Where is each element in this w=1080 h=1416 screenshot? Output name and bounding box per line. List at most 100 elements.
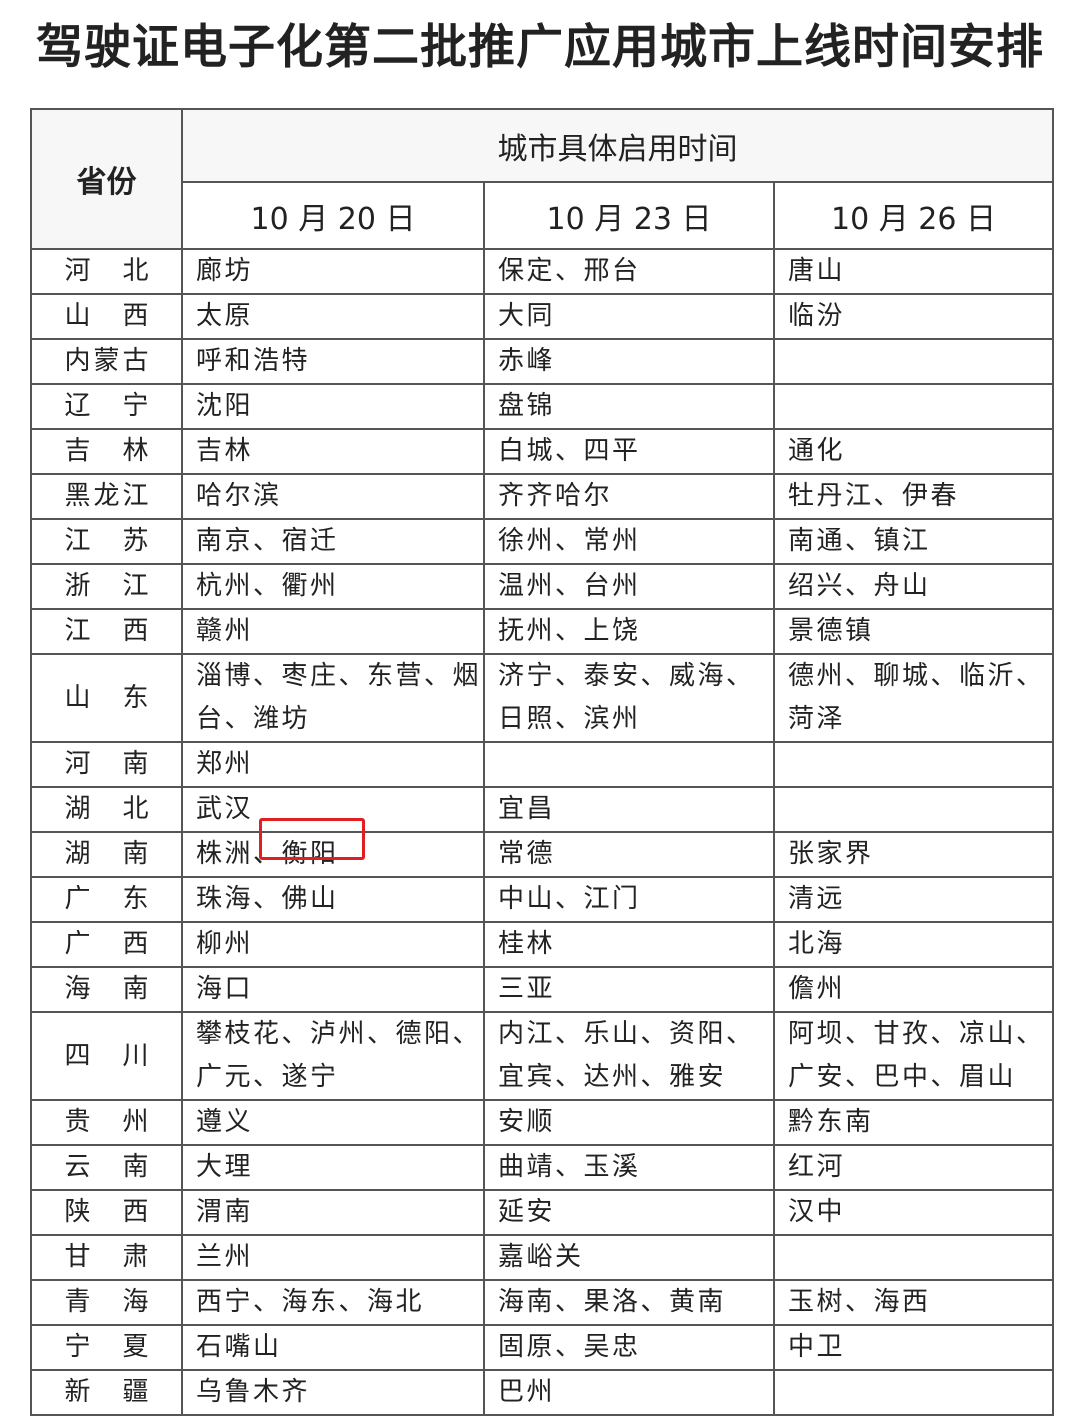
city-cell: 大理 [181,1144,485,1191]
table-row: 河南 郑州 [30,741,1055,788]
province-cell: 内蒙古 [30,338,183,385]
city-cell: 三亚 [483,966,775,1013]
city-cell: 宜昌 [483,786,775,833]
city-cell: 海南、果洛、黄南 [483,1279,775,1326]
table-row: 甘肃 兰州 嘉峪关 [30,1234,1055,1281]
table-row: 黑龙江 哈尔滨 齐齐哈尔 牡丹江、伊春 [30,473,1055,520]
city-cell: 兰州 [181,1234,485,1281]
province-name: 宁夏 [64,1332,149,1362]
city-cell: 景德镇 [772,608,1055,655]
table-row: 宁夏 石嘴山 固原、吴忠 中卫 [30,1324,1055,1371]
province-name: 湖北 [64,794,149,824]
city-cell: 巴州 [483,1369,775,1416]
table-row: 湖北 武汉 宜昌 [30,786,1055,833]
table-row: 浙江 杭州、衢州 温州、台州 绍兴、舟山 [30,563,1055,610]
province-name: 江苏 [64,526,149,556]
city-cell: 太原 [181,293,485,340]
province-cell: 江苏 [30,518,183,565]
province-header: 省份 [30,108,183,250]
city-cell [772,741,1055,788]
city-cell: 大同 [483,293,775,340]
city-cell: 珠海、佛山 [181,876,485,923]
province-cell: 湖南 [30,831,183,878]
schedule-table: 省份 城市具体启用时间 10 月 20 日 10 月 23 日 10 月 26 日 … [30,108,1055,1416]
table-row: 青海 西宁、海东、海北 海南、果洛、黄南 玉树、海西 [30,1279,1055,1326]
table-row: 海南 海口 三亚 儋州 [30,966,1055,1013]
city-cell: 内江、乐山、资阳、宜宾、达州、雅安 [483,1011,775,1101]
table-row: 四川 攀枝花、泸州、德阳、广元、遂宁 内江、乐山、资阳、宜宾、达州、雅安 阿坝、甘孜、… [30,1011,1055,1101]
table-row: 江苏 南京、宿迁 徐州、常州 南通、镇江 [30,518,1055,565]
city-cell: 牡丹江、伊春 [772,473,1055,520]
city-cell: 白城、四平 [483,428,775,475]
province-name: 新疆 [64,1377,149,1407]
city-cell [772,1369,1055,1416]
table-row: 湖南 株洲、衡阳 常德 张家界 [30,831,1055,878]
province-cell: 云南 [30,1144,183,1191]
province-cell: 浙江 [30,563,183,610]
city-cell: 赤峰 [483,338,775,385]
city-cell: 德州、聊城、临沂、菏泽 [772,653,1055,743]
province-name: 山西 [64,301,149,331]
city-cell: 清远 [772,876,1055,923]
city-cell: 温州、台州 [483,563,775,610]
city-cell: 石嘴山 [181,1324,485,1371]
city-cell: 保定、邢台 [483,248,775,295]
city-cell: 阿坝、甘孜、凉山、广安、巴中、眉山 [772,1011,1055,1101]
city-cell: 廊坊 [181,248,485,295]
city-cell: 赣州 [181,608,485,655]
province-cell: 贵州 [30,1099,183,1146]
city-cell: 南京、宿迁 [181,518,485,565]
province-name: 甘肃 [64,1242,149,1272]
province-name: 山东 [64,682,149,713]
province-cell: 新疆 [30,1369,183,1416]
city-cell: 沈阳 [181,383,485,430]
province-cell: 吉林 [30,428,183,475]
city-cell [772,786,1055,833]
province-name: 四川 [64,1040,149,1071]
province-cell: 宁夏 [30,1324,183,1371]
table-row: 吉林 吉林 白城、四平 通化 [30,428,1055,475]
city-cell: 淄博、枣庄、东营、烟台、潍坊 [181,653,485,743]
province-cell: 青海 [30,1279,183,1326]
city-cell: 盘锦 [483,383,775,430]
province-name: 黑龙江 [64,481,149,511]
city-cell [772,1234,1055,1281]
city-cell: 临汾 [772,293,1055,340]
province-cell: 湖北 [30,786,183,833]
city-cell: 抚州、上饶 [483,608,775,655]
province-cell: 广西 [30,921,183,968]
province-cell: 甘肃 [30,1234,183,1281]
province-cell: 山西 [30,293,183,340]
city-cell: 桂林 [483,921,775,968]
table-row: 山西 太原 大同 临汾 [30,293,1055,340]
table-row: 广东 珠海、佛山 中山、江门 清远 [30,876,1055,923]
province-name: 陕西 [64,1197,149,1227]
city-cell: 徐州、常州 [483,518,775,565]
province-name: 海南 [64,974,149,1004]
city-cell: 中卫 [772,1324,1055,1371]
province-name: 辽宁 [64,391,149,421]
province-cell: 江西 [30,608,183,655]
city-cell: 曲靖、玉溪 [483,1144,775,1191]
city-cell: 张家界 [772,831,1055,878]
table-row: 河北 廊坊 保定、邢台 唐山 [30,248,1055,295]
city-cell: 常德 [483,831,775,878]
title: 驾驶证电子化第二批推广应用城市上线时间安排 [36,20,1044,75]
city-cell: 汉中 [772,1189,1055,1236]
city-cell: 济宁、泰安、威海、日照、滨州 [483,653,775,743]
city-cell: 武汉 [181,786,485,833]
city-cell: 儋州 [772,966,1055,1013]
city-cell: 绍兴、舟山 [772,563,1055,610]
province-cell: 辽宁 [30,383,183,430]
city-cell: 柳州 [181,921,485,968]
city-cell [483,741,775,788]
city-cell: 中山、江门 [483,876,775,923]
city-cell [772,338,1055,385]
table-row: 新疆 乌鲁木齐 巴州 [30,1369,1055,1416]
city-cell: 渭南 [181,1189,485,1236]
table-row: 山东 淄博、枣庄、东营、烟台、潍坊 济宁、泰安、威海、日照、滨州 德州、聊城、临沂、菏… [30,653,1055,743]
table-row: 辽宁 沈阳 盘锦 [30,383,1055,430]
city-cell: 哈尔滨 [181,473,485,520]
province-cell: 河南 [30,741,183,788]
province-cell: 黑龙江 [30,473,183,520]
